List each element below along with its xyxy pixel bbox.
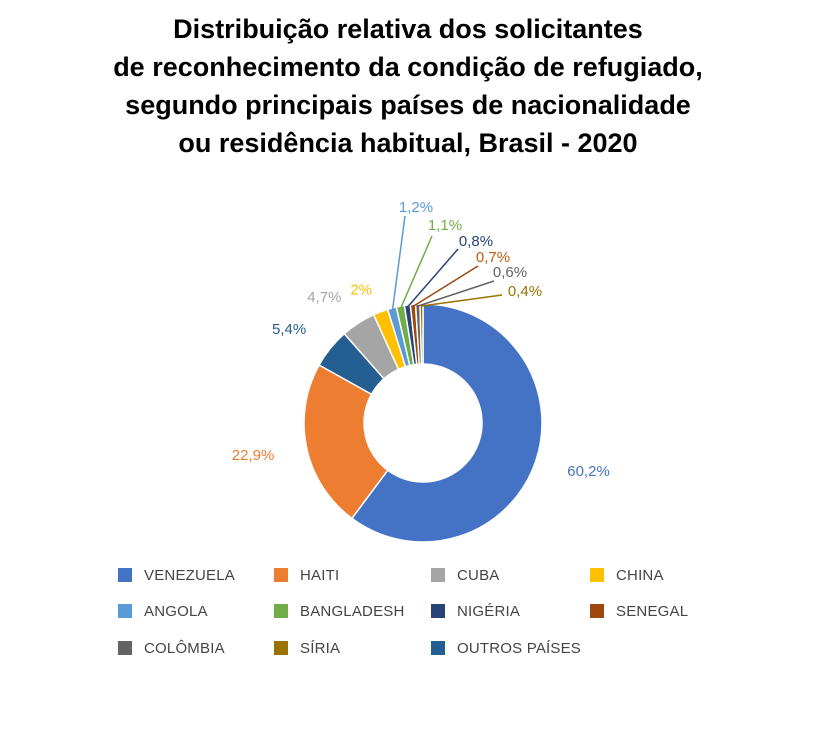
chart-title-line-3: segundo principais países de nacionalida… — [125, 90, 691, 120]
data-label-china: 2% — [350, 281, 372, 298]
data-labels: 60,2% 22,9% 5,4%4,7% 2% 1,2%1,1%0,8%0,7%0,6%… — [232, 199, 610, 480]
donut-slices — [303, 303, 543, 543]
data-label-nigeria: 0,8% — [459, 233, 493, 250]
slice-venezuela — [350, 303, 543, 543]
leader-line-nigeria — [407, 248, 459, 308]
leader-line-colombia — [417, 280, 495, 307]
chart-title-line-2: de reconhecimento da condição de refugia… — [113, 52, 703, 82]
slice-haiti — [303, 363, 389, 520]
leader-line-angola — [391, 215, 406, 311]
data-label-cuba: 4,7% — [307, 289, 341, 306]
chart-title-line-1: Distribuição relativa dos solicitantes — [173, 14, 643, 44]
data-label-venezuela: 60,2% — [567, 463, 610, 480]
chart-title-line-4: ou residência habitual, Brasil - 2020 — [178, 128, 638, 158]
data-label-senegal: 0,7% — [476, 249, 510, 266]
data-label-bangladesh: 1,1% — [428, 217, 462, 234]
leader-lines — [391, 215, 503, 311]
data-label-haiti: 22,9% — [232, 447, 275, 464]
data-label-colombia: 0,6% — [493, 264, 527, 281]
leader-line-bangladesh — [400, 235, 433, 309]
chart-title: Distribuição relativa dos solicitantes d… — [0, 10, 816, 162]
leader-line-siria — [421, 294, 503, 307]
slice-siria — [419, 303, 424, 365]
data-label-outros-paises: 5,4% — [272, 321, 306, 338]
leader-line-senegal — [412, 265, 479, 308]
data-label-siria: 0,4% — [508, 283, 542, 300]
data-label-angola: 1,2% — [399, 199, 433, 216]
